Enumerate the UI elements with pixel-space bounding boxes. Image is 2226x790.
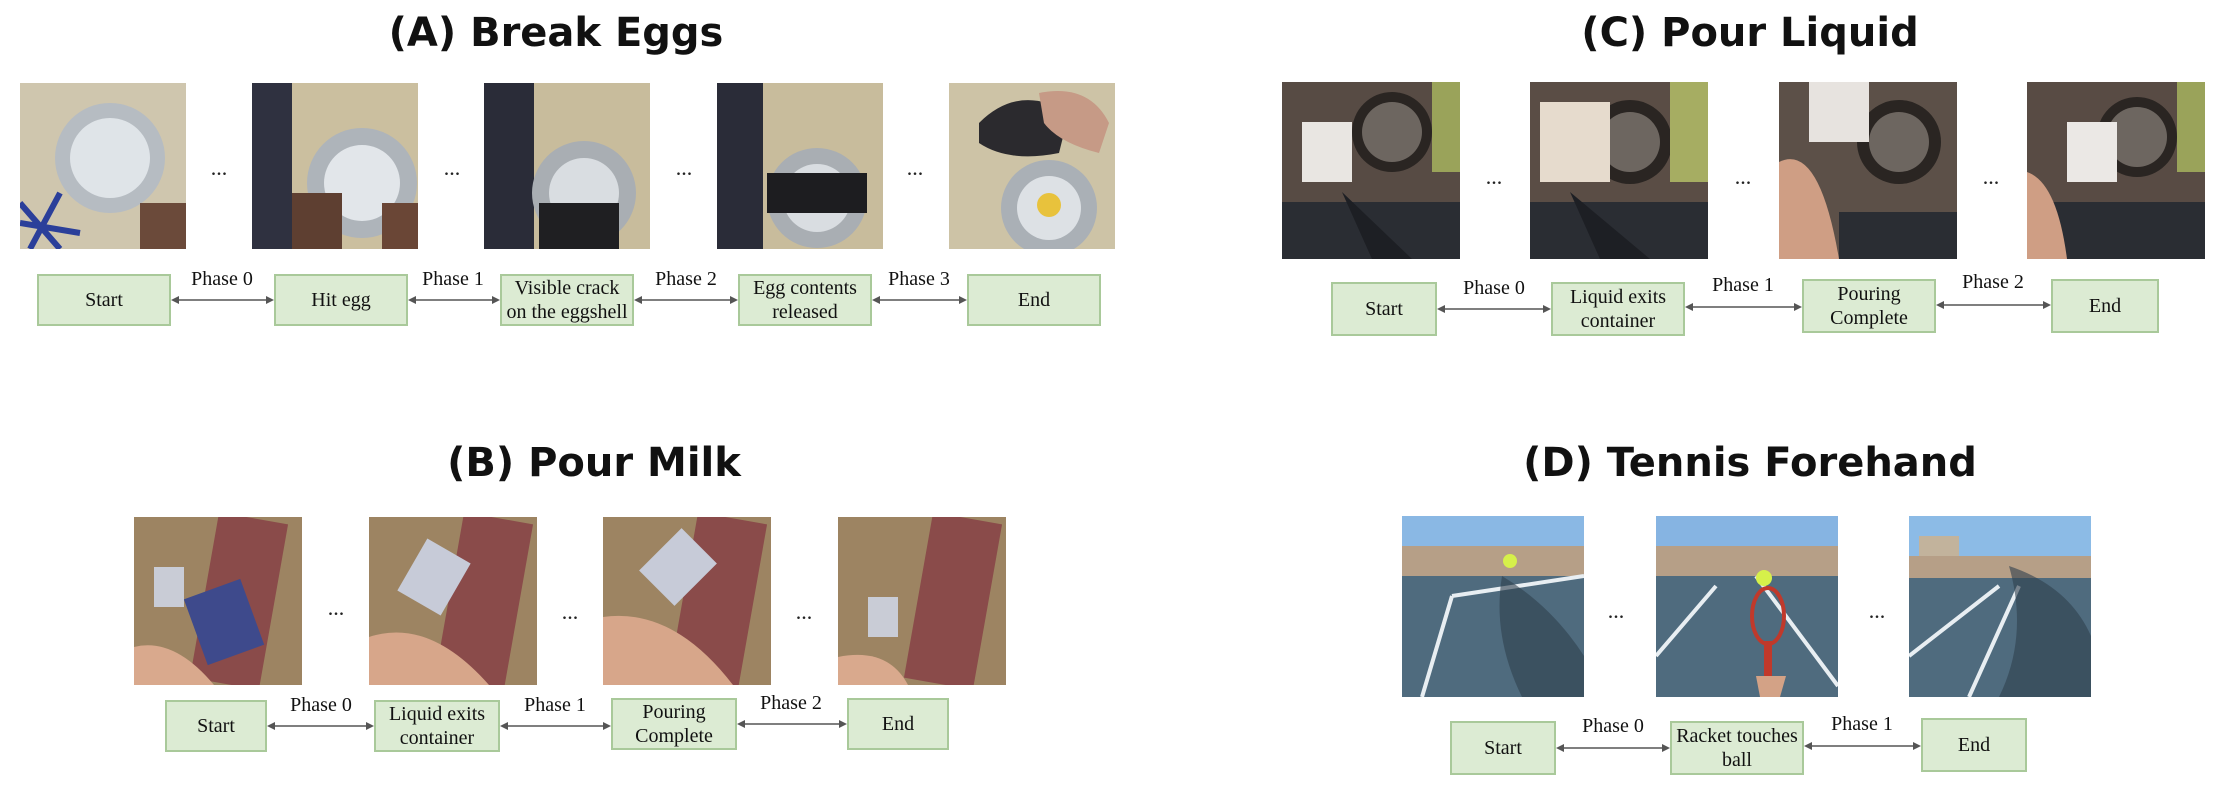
panel-a-arrow-3 [872,293,967,307]
panel-a-frame-2 [252,83,418,249]
panel-c-stage-start: Start [1331,282,1437,336]
panel-c-stage-pouring-complete: Pouring Complete [1802,279,1936,333]
panel-a-frame-2-art [252,83,418,249]
panel-d-ellipsis-1: ... [1607,598,1625,623]
panel-a-ellipsis-4: ... [906,155,924,180]
panel-a-ellipsis-3: ... [675,155,693,180]
panel-d-ellipsis-2: ... [1868,598,1886,623]
panel-d-stage-racket-touches-ball: Racket touches ball [1670,721,1804,775]
panel-a-stage-visible-crack: Visible crack on the eggshell [500,274,634,326]
panel-b-frame-2 [369,517,537,685]
panel-a-frame-4 [717,83,883,249]
panel-d-stage-end: End [1921,718,2027,772]
panel-d-frame-3-art [1909,516,2091,697]
panel-a-phase-2-label: Phase 2 [655,268,717,290]
panel-d-frame-1 [1402,516,1584,697]
panel-a-ellipsis-2: ... [443,155,461,180]
panel-a-arrow-1 [408,293,500,307]
panel-b-title: (B) Pour Milk [447,440,741,486]
panel-c-frame-2-art [1530,82,1708,259]
panel-a-phase-3-label: Phase 3 [888,268,950,290]
panel-b-frame-2-art [369,517,537,685]
panel-b-phase-1-label: Phase 1 [524,694,586,716]
panel-a-arrow-0 [171,293,274,307]
panel-d-frame-2-art [1656,516,1838,697]
panel-c-frame-4-art [2027,82,2205,259]
panel-c-phase-0-label: Phase 0 [1463,277,1525,299]
panel-d-phase-0-label: Phase 0 [1582,715,1644,737]
panel-a-frame-4-art [717,83,883,249]
panel-d-phase-1-label: Phase 1 [1831,713,1893,735]
panel-b-phase-0-label: Phase 0 [290,694,352,716]
panel-c-arrow-1 [1685,300,1802,314]
panel-c-title: (C) Pour Liquid [1581,10,1919,56]
panel-a-stage-end: End [967,274,1101,326]
panel-d-frame-2 [1656,516,1838,697]
panel-d-arrow-0 [1556,741,1670,755]
panel-a-phase-1-label: Phase 1 [422,268,484,290]
panel-b-stage-end: End [847,698,949,750]
panel-b-frame-4-art [838,517,1006,685]
panel-b-stage-liquid-exits: Liquid exits container [374,700,500,752]
panel-a-stage-egg-released: Egg contents released [738,274,872,326]
panel-b-frame-3-art [603,517,771,685]
panel-b-ellipsis-1: ... [327,595,345,620]
panel-a-stage-hit-egg: Hit egg [274,274,408,326]
panel-b-arrow-1 [500,719,611,733]
panel-a-stage-start: Start [37,274,171,326]
panel-b-ellipsis-3: ... [795,599,813,624]
panel-c-arrow-2 [1936,298,2051,312]
panel-a-frame-1 [20,83,186,249]
panel-c-ellipsis-3: ... [1982,164,2000,189]
panel-d-title: (D) Tennis Forehand [1523,440,1977,486]
panel-a-frame-1-art [20,83,186,249]
panel-c-frame-3-art [1779,82,1957,259]
panel-c-ellipsis-1: ... [1485,164,1503,189]
panel-d-arrow-1 [1804,739,1921,753]
panel-c-frame-1 [1282,82,1460,259]
panel-a-arrow-2 [634,293,738,307]
panel-c-stage-liquid-exits: Liquid exits container [1551,282,1685,336]
panel-c-phase-1-label: Phase 1 [1712,274,1774,296]
panel-d-stage-start: Start [1450,721,1556,775]
panel-a-ellipsis-1: ... [210,155,228,180]
panel-a-phase-0-label: Phase 0 [191,268,253,290]
panel-a-title: (A) Break Eggs [388,10,724,56]
panel-b-frame-3 [603,517,771,685]
panel-b-arrow-2 [737,717,847,731]
panel-c-frame-1-art [1282,82,1460,259]
panel-d-frame-3 [1909,516,2091,697]
panel-b-phase-2-label: Phase 2 [760,692,822,714]
panel-a-frame-3 [484,83,650,249]
panel-b-arrow-0 [267,719,374,733]
panel-c-stage-end: End [2051,279,2159,333]
panel-b-stage-pouring-complete: Pouring Complete [611,698,737,750]
panel-a-frame-3-art [484,83,650,249]
panel-c-ellipsis-2: ... [1734,164,1752,189]
panel-b-frame-4 [838,517,1006,685]
panel-c-arrow-0 [1437,302,1551,316]
panel-c-frame-4 [2027,82,2205,259]
panel-a-frame-5 [949,83,1115,249]
panel-b-frame-1 [134,517,302,685]
panel-c-phase-2-label: Phase 2 [1962,271,2024,293]
panel-a-frame-5-art [949,83,1115,249]
panel-c-frame-2 [1530,82,1708,259]
panel-b-stage-start: Start [165,700,267,752]
panel-b-frame-1-art [134,517,302,685]
panel-c-frame-3 [1779,82,1957,259]
panel-b-ellipsis-2: ... [561,599,579,624]
panel-d-frame-1-art [1402,516,1584,697]
